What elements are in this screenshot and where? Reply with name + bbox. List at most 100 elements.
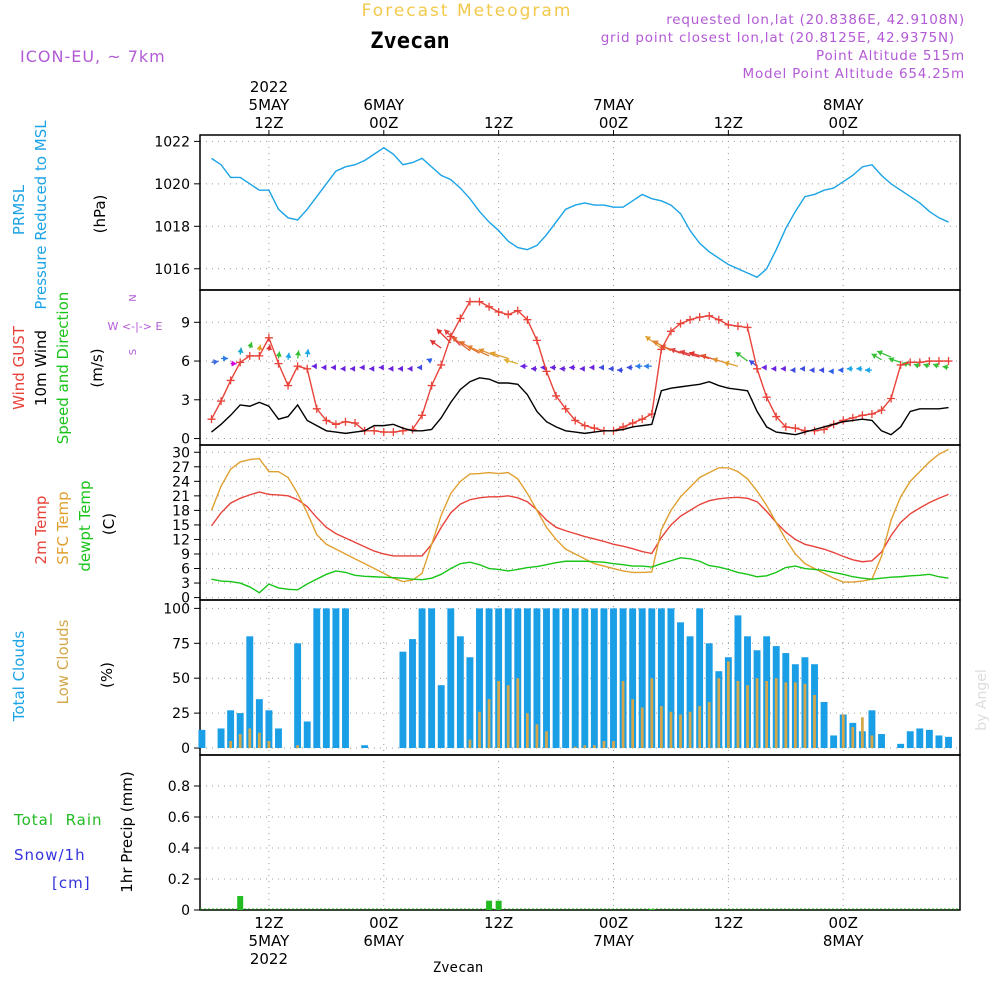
wind-arrow-head (559, 365, 565, 372)
cloud-bar-low (248, 728, 252, 749)
cloud-bar-low (487, 699, 491, 749)
gust-marker (264, 333, 273, 342)
precip-legend-cm: [cm] (52, 874, 91, 892)
cloud-bar-total (657, 608, 665, 749)
wind-arrow-head (700, 353, 707, 360)
gust-marker (590, 424, 599, 433)
cloud-bar-total (610, 608, 617, 749)
wind-arrow-head (426, 358, 433, 364)
time-label-bottom: 12Z (714, 914, 743, 932)
cloud-bar-total (677, 622, 684, 749)
wind-arrow-head (237, 347, 244, 353)
wind-arrow-head (321, 364, 327, 371)
cloud-bar-total (303, 721, 311, 749)
wind-arrow-head (223, 355, 229, 362)
wind-arrow-head (295, 350, 301, 356)
wind-arrow-head (771, 365, 777, 372)
cloud-bar-total (581, 608, 589, 749)
wind-arrow-head (689, 351, 695, 357)
y-tick-label: 0 (181, 903, 190, 919)
wind-arrow-head (828, 368, 834, 375)
gust-marker (743, 323, 752, 332)
series-line-pressure-0 (211, 146, 949, 279)
gust-marker (379, 428, 388, 437)
wind-arrow-head (369, 365, 375, 372)
cloud-bar-total (935, 735, 943, 749)
total-clouds-label: Total Clouds (10, 631, 28, 723)
cloud-bar-low (592, 745, 596, 749)
cloud-bar-low (583, 745, 587, 749)
cloud-bar-low (841, 714, 845, 749)
wind-arrow-head (330, 364, 336, 371)
wind-arrow-head (304, 349, 311, 355)
gust-marker (389, 428, 398, 437)
cloud-bar-low (813, 694, 816, 749)
y-tick-label: 6 (181, 562, 190, 578)
cloud-bar-low (602, 741, 606, 749)
cloud-bar-total (294, 643, 302, 749)
wind-arrow-head (478, 348, 485, 354)
rain-bar (648, 909, 655, 910)
cloud-bar-low (516, 678, 520, 749)
gust-marker (418, 411, 427, 420)
cloud-bar-low (755, 678, 759, 749)
y-tick-label: 50 (172, 671, 190, 687)
cloud-bar-total (562, 608, 570, 749)
model-label: ICON-EU, ~ 7km (20, 47, 166, 66)
wind-arrow-head (444, 329, 451, 336)
cloud-bar-total (332, 608, 340, 749)
cloud-bar-total (523, 608, 531, 749)
wind-arrow-head (942, 364, 948, 371)
wind-arrow-head (626, 364, 632, 371)
cloud-bar-low (736, 680, 740, 749)
gust-marker (303, 364, 312, 373)
cloud-bar-total (255, 699, 263, 749)
wind-arrow-head (213, 359, 219, 366)
wind-arrow-head (888, 357, 895, 363)
wind-arrow-head (932, 362, 939, 369)
credit-label: by Angel (974, 669, 990, 730)
wind-arrow-head (864, 367, 870, 374)
cloud-bar-low (746, 685, 749, 749)
wind-arrow-head (923, 362, 930, 369)
rain-bar (495, 900, 502, 910)
wind-arrow-head (490, 351, 496, 357)
cloud-bar-total (476, 608, 483, 749)
cloud-bar-total (590, 608, 598, 749)
wind-arrow-head (799, 365, 805, 372)
cloud-bar-total (897, 743, 905, 749)
cloud-bar-total (945, 736, 952, 749)
cloud-bar-low (612, 741, 615, 749)
gust-marker (580, 421, 589, 430)
wind-arrow-head (247, 342, 254, 348)
gust-marker (666, 327, 675, 336)
wind-arrow-head (417, 364, 423, 371)
gust-marker (925, 357, 934, 366)
cloud-bar-low (621, 680, 625, 749)
temp-sfc-label: SFC Temp (54, 491, 72, 564)
cloud-bar-total (667, 608, 675, 749)
cloud-bar-total (246, 636, 254, 749)
series-line-temperature-1 (210, 448, 949, 583)
time-label-top: 7MAY (593, 96, 635, 114)
cloud-bar-total (638, 608, 646, 749)
gust-marker (322, 416, 331, 425)
gust-marker (437, 360, 446, 369)
wind-arrow-head (256, 344, 263, 351)
cloud-bar-total (428, 608, 436, 749)
gust-marker (513, 306, 522, 315)
cloud-bar-total (322, 608, 330, 749)
time-label-top: 5MAY (249, 96, 291, 114)
cloud-bar-low (707, 701, 711, 749)
cloud-bar-total (456, 636, 464, 749)
cloud-bar-total (619, 608, 627, 749)
cloud-bar-low (793, 682, 797, 749)
gust-marker (255, 351, 264, 360)
wind-arrow-head (790, 367, 796, 374)
gust-marker (887, 394, 896, 403)
wind-unit: (m/s) (88, 348, 106, 387)
gust-marker (456, 314, 465, 323)
cloud-bar-total (600, 608, 608, 749)
time-label-bottom: 6MAY (363, 932, 405, 950)
time-label-bottom: 00Z (829, 914, 858, 932)
